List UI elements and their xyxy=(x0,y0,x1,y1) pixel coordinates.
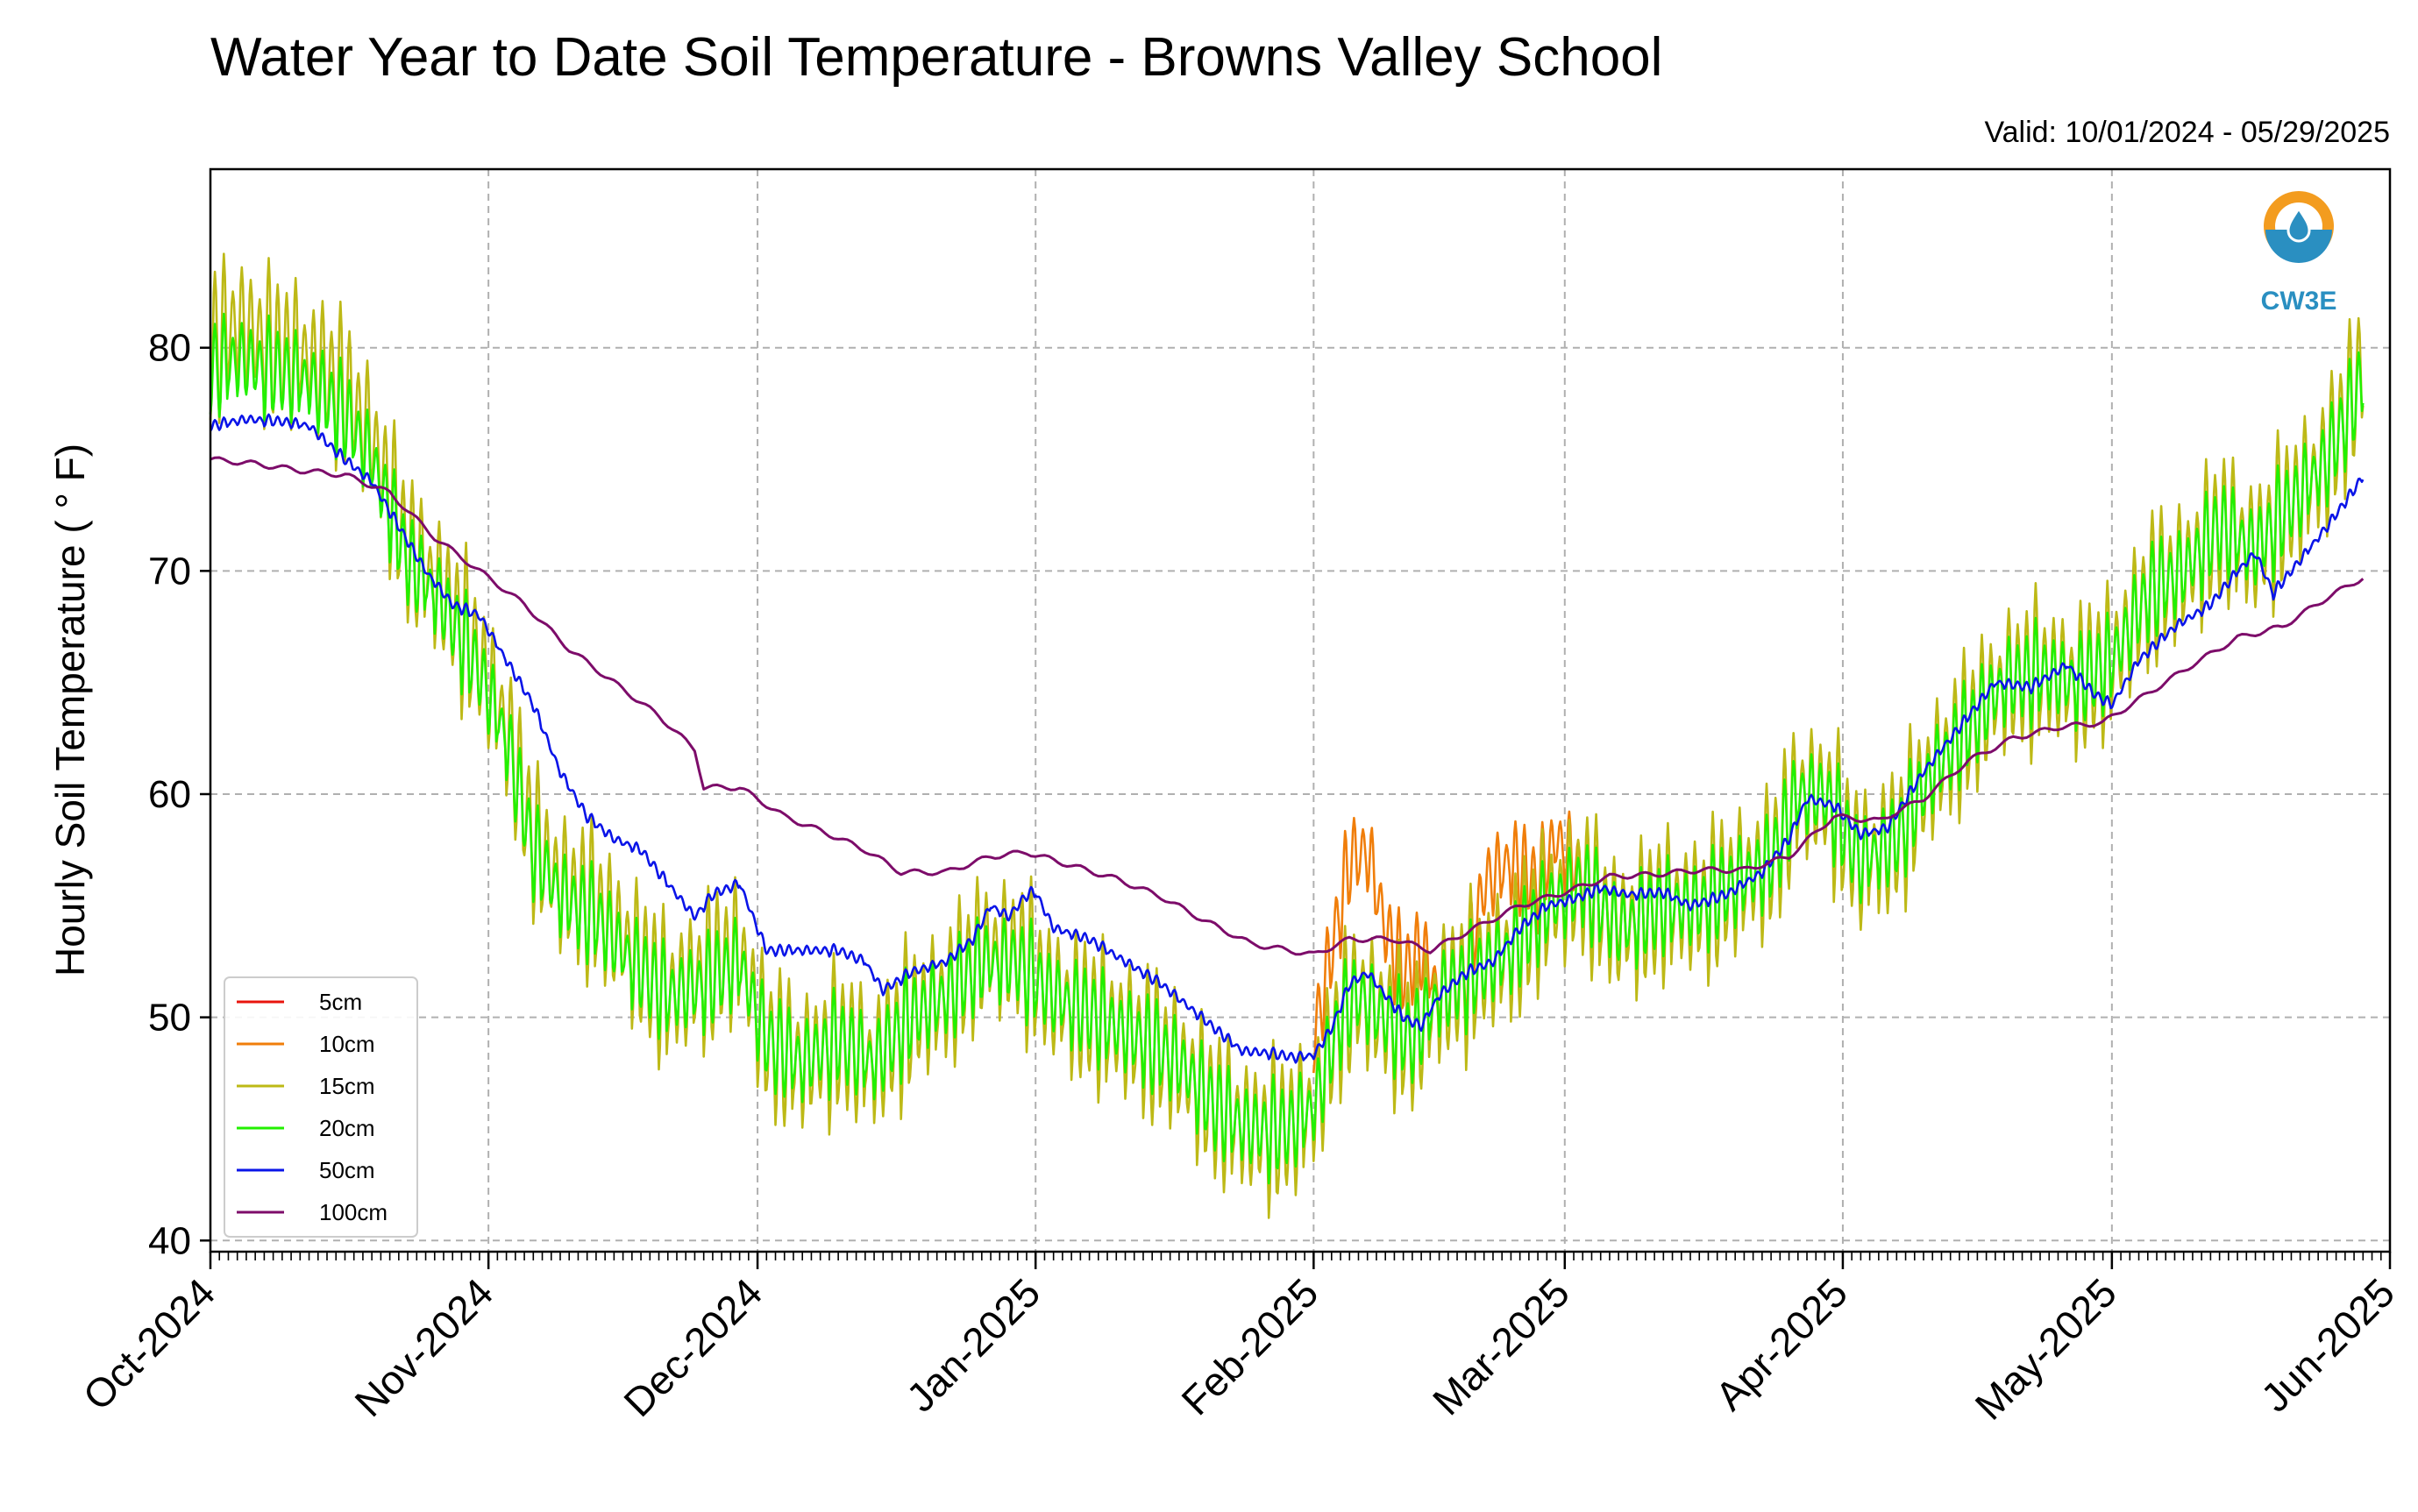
water-drop-logo-icon xyxy=(2264,191,2334,263)
legend-label-5cm: 5cm xyxy=(319,989,362,1015)
valid-date-range: Valid: 10/01/2024 - 05/29/2025 xyxy=(1984,116,2390,149)
series-line-20cm xyxy=(209,312,2365,1185)
y-tick-label: 70 xyxy=(148,550,191,593)
y-tick-label: 40 xyxy=(148,1219,191,1262)
x-tick-label: Dec-2024 xyxy=(615,1269,771,1425)
series-lines xyxy=(209,252,2365,1219)
axis-ticks xyxy=(200,346,2392,1269)
y-tick-label: 60 xyxy=(148,773,191,816)
x-tick-label: May-2025 xyxy=(1966,1269,2125,1428)
y-tick-labels: 40 50 60 70 80 xyxy=(148,327,191,1263)
x-tick-label: Mar-2025 xyxy=(1424,1269,1578,1423)
x-tick-label: Apr-2025 xyxy=(1706,1269,1856,1419)
x-tick-label: Feb-2025 xyxy=(1172,1269,1326,1423)
x-tick-label: Jun-2025 xyxy=(2252,1269,2403,1420)
series-line-50cm xyxy=(209,413,2365,1064)
legend-label-50cm: 50cm xyxy=(319,1157,375,1183)
legend-label-15cm: 15cm xyxy=(319,1073,375,1099)
legend-label-10cm: 10cm xyxy=(319,1031,375,1057)
cw3e-logo: CW3E xyxy=(2261,191,2337,316)
legend-label-20cm: 20cm xyxy=(319,1115,375,1141)
series-line-100cm xyxy=(210,456,2365,956)
x-tick-labels: Oct-2024 Nov-2024 Dec-2024 Jan-2025 Feb-2025… xyxy=(75,1269,2404,1428)
y-tick-label: 50 xyxy=(148,997,191,1040)
y-tick-label: 80 xyxy=(148,327,191,370)
legend: 5cm 10cm 15cm 20cm 50cm 100cm xyxy=(224,976,418,1238)
y-axis-label: Hourly Soil Temperature ( ° F) xyxy=(47,444,93,976)
series-line-15cm xyxy=(209,252,2365,1219)
x-tick-label: Oct-2024 xyxy=(75,1269,224,1419)
chart-title: Water Year to Date Soil Temperature - Br… xyxy=(210,27,1662,88)
x-tick-label: Nov-2024 xyxy=(345,1269,501,1425)
x-tick-label: Jan-2025 xyxy=(898,1269,1049,1420)
plot-frame xyxy=(209,167,2392,1253)
legend-label-100cm: 100cm xyxy=(319,1199,388,1225)
logo-text: CW3E xyxy=(2261,287,2337,316)
